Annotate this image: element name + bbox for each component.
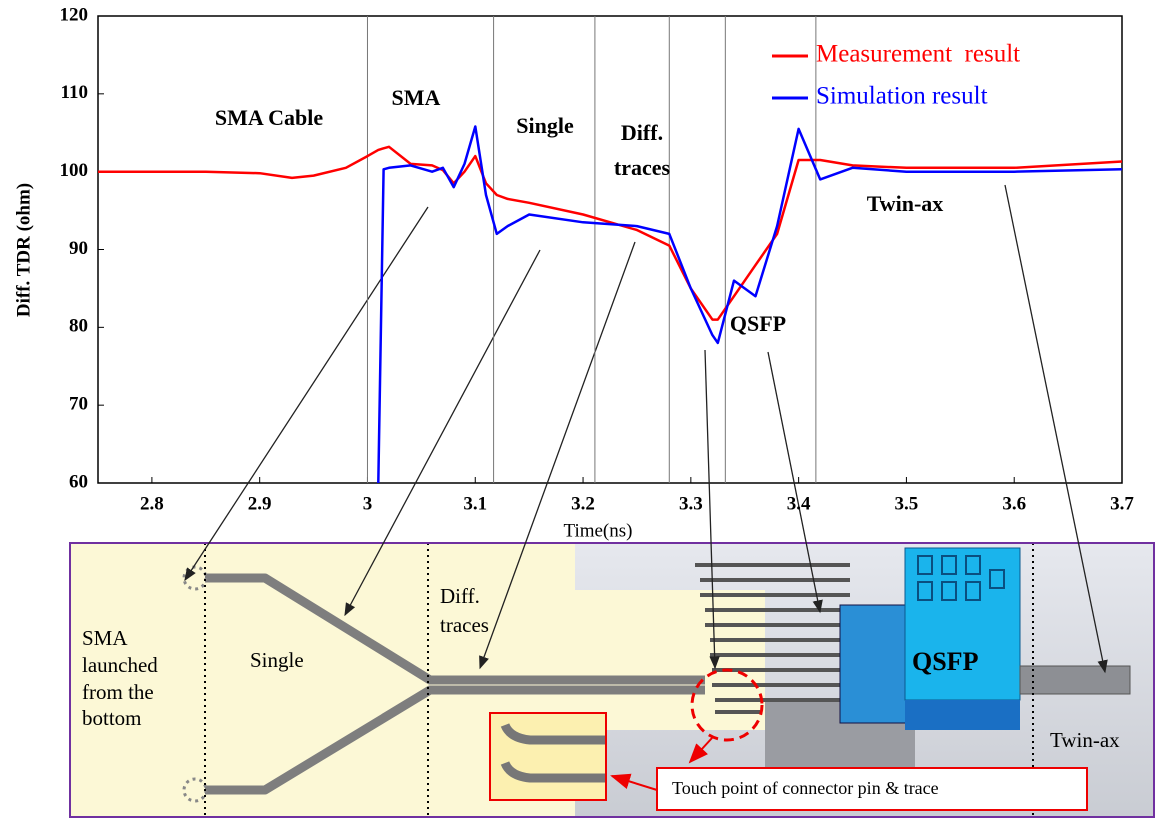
legend-label: Simulation result bbox=[816, 83, 988, 110]
y-tick-label: 90 bbox=[69, 238, 88, 259]
diagram-label: Single bbox=[250, 648, 304, 672]
legend-label: Measurement result bbox=[816, 41, 1020, 68]
annotation: QSFP bbox=[730, 311, 786, 336]
qsfp-housing bbox=[840, 605, 910, 723]
x-tick-label: 3.4 bbox=[787, 493, 811, 514]
x-tick-label: 3.5 bbox=[895, 493, 919, 514]
page: SMA launched from the bottom Single Diff… bbox=[0, 0, 1155, 821]
twinax-cable bbox=[1020, 666, 1130, 694]
diagram-label: from the bbox=[82, 680, 154, 704]
annotation: SMA bbox=[392, 85, 441, 110]
qsfp-base bbox=[905, 700, 1020, 730]
annotation: Twin-ax bbox=[867, 191, 944, 216]
y-tick-label: 120 bbox=[60, 4, 89, 25]
x-tick-label: 3.6 bbox=[1002, 493, 1026, 514]
diagram-label: traces bbox=[440, 613, 489, 637]
annotation: traces bbox=[614, 155, 671, 180]
diagram-label: Diff. bbox=[440, 584, 480, 608]
y-tick-label: 60 bbox=[69, 471, 88, 492]
annotation: SMA Cable bbox=[215, 105, 323, 130]
diagram-label: Twin-ax bbox=[1050, 728, 1120, 752]
x-tick-label: 3.1 bbox=[463, 493, 487, 514]
diagram-label: launched bbox=[82, 653, 158, 677]
y-tick-label: 80 bbox=[69, 316, 88, 337]
diagram-label: QSFP bbox=[912, 647, 979, 676]
x-tick-label: 3.7 bbox=[1110, 493, 1134, 514]
x-tick-label: 2.9 bbox=[248, 493, 272, 514]
callout-text: Touch point of connector pin & trace bbox=[672, 778, 939, 798]
y-axis-label: Diff. TDR (ohm) bbox=[13, 183, 34, 317]
diagram-label: SMA bbox=[82, 626, 128, 650]
y-tick-label: 110 bbox=[61, 82, 88, 103]
y-tick-label: 70 bbox=[69, 394, 88, 415]
x-axis-label: Time(ns) bbox=[564, 520, 633, 541]
diagram-label: bottom bbox=[82, 706, 142, 730]
y-tick-label: 100 bbox=[60, 160, 89, 181]
annotation: Diff. bbox=[621, 120, 663, 145]
diagram: SMA launched from the bottom Single Diff… bbox=[70, 543, 1154, 817]
annotation: Single bbox=[516, 113, 574, 138]
x-tick-label: 3.3 bbox=[679, 493, 703, 514]
x-tick-label: 3.2 bbox=[571, 493, 595, 514]
figure: SMA launched from the bottom Single Diff… bbox=[0, 0, 1155, 821]
x-tick-label: 3 bbox=[363, 493, 373, 514]
x-tick-label: 2.8 bbox=[140, 493, 164, 514]
